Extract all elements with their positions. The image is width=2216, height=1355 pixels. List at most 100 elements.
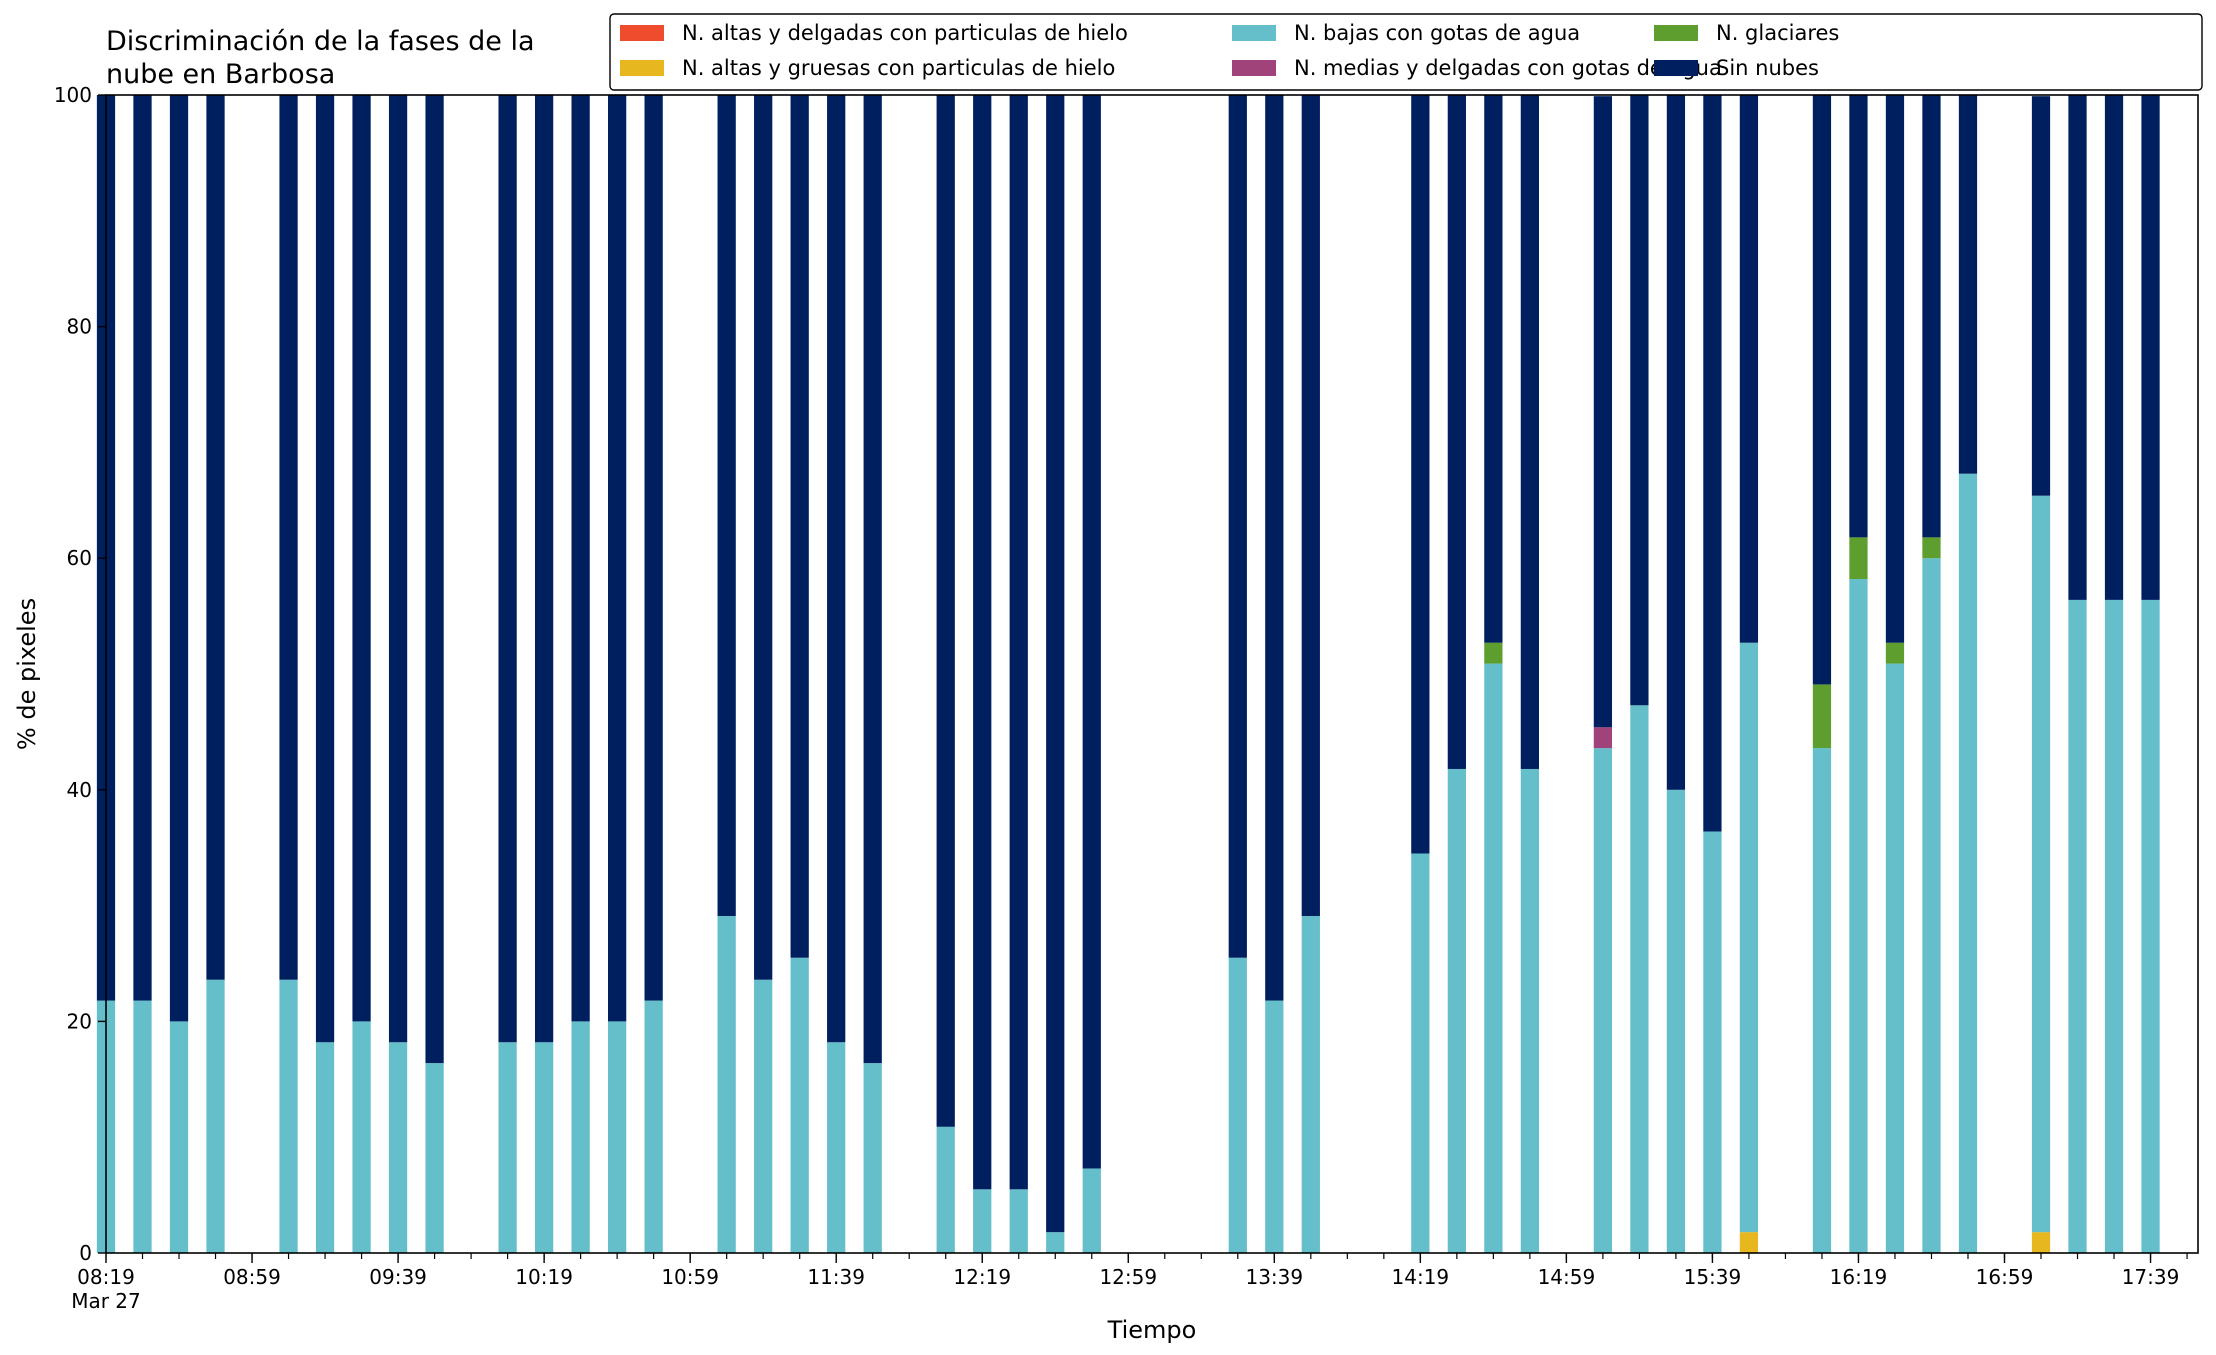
bar-segment-2-35 — [1739, 642, 1759, 1233]
x-tick-label: 14:19 — [1392, 1265, 1450, 1289]
x-tick-label: 14:59 — [1538, 1265, 1596, 1289]
bar-segment-2-2 — [169, 1021, 189, 1253]
y-tick-label: 40 — [67, 778, 92, 802]
legend-swatch — [1654, 60, 1698, 76]
legend-swatch — [620, 25, 664, 41]
bar-segment-5-36 — [1812, 95, 1832, 685]
x-tick-label: 09:39 — [369, 1265, 427, 1289]
bar-segment-2-25 — [1265, 1000, 1284, 1253]
bar-segment-2-1 — [133, 1000, 152, 1253]
bar-segment-2-9 — [498, 1042, 517, 1253]
y-axis-label: % de pixeles — [13, 598, 41, 750]
bar-segment-2-36 — [1812, 748, 1832, 1253]
bar-segment-5-25 — [1265, 95, 1284, 1001]
bar-segment-2-13 — [644, 1000, 663, 1253]
x-tick-label: 13:39 — [1245, 1265, 1303, 1289]
y-tick-label: 100 — [54, 83, 92, 107]
bar-segment-5-13 — [644, 95, 663, 1001]
bar-segment-5-26 — [1301, 95, 1320, 917]
legend-label: N. altas y delgadas con particulas de hi… — [682, 21, 1128, 45]
x-tick-label: 17:39 — [2122, 1265, 2180, 1289]
bar-segment-5-38 — [1885, 95, 1905, 643]
legend-box — [609, 13, 2203, 91]
legend-label: N. glaciares — [1716, 21, 1839, 45]
bar-segment-5-21 — [1009, 95, 1028, 1190]
bar-segment-3-31 — [1593, 727, 1613, 749]
legend-label: N. altas y gruesas con particulas de hie… — [682, 56, 1115, 80]
bar-segment-5-44 — [2141, 95, 2160, 600]
y-tick-label: 0 — [79, 1241, 92, 1265]
bar-segment-5-33 — [1666, 95, 1686, 790]
bar-segment-2-8 — [425, 1063, 444, 1253]
bar-segment-2-3 — [206, 979, 225, 1253]
bar-segment-2-30 — [1520, 768, 1539, 1253]
bar-segment-2-44 — [2141, 599, 2160, 1253]
bar-segment-2-40 — [1958, 473, 1978, 1253]
bar-segment-2-43 — [2104, 599, 2124, 1253]
y-tick-label: 80 — [67, 315, 92, 339]
bar-segment-5-20 — [973, 95, 992, 1190]
x-tick-label: 12:59 — [1099, 1265, 1157, 1289]
x-tick-label: 10:59 — [661, 1265, 719, 1289]
bar-segment-5-31 — [1593, 96, 1613, 728]
bar-segment-4-38 — [1885, 642, 1905, 664]
bar-segment-5-4 — [279, 95, 298, 980]
bars-layer — [96, 95, 2160, 1253]
chart-title-line-2: nube en Barbosa — [106, 59, 335, 90]
bar-segment-2-16 — [790, 957, 809, 1253]
chart-title-line-1: Discriminación de la fases de la — [106, 26, 535, 57]
bar-segment-4-39 — [1922, 537, 1941, 559]
bar-segment-2-33 — [1666, 789, 1686, 1253]
y-tick-label: 20 — [67, 1009, 92, 1033]
bar-segment-5-34 — [1703, 95, 1722, 832]
bar-segment-2-41 — [2031, 495, 2051, 1233]
bar-segment-2-7 — [388, 1042, 408, 1253]
bar-segment-1-35 — [1739, 1232, 1759, 1253]
bar-segment-5-23 — [1082, 95, 1101, 1169]
bar-segment-2-11 — [571, 1021, 590, 1253]
bar-segment-2-6 — [352, 1021, 371, 1253]
x-axis: 08:19 08:59 09:39 10:19 10:59 11:39 12:19 12:59… — [71, 1253, 2188, 1313]
bar-segment-5-39 — [1922, 95, 1941, 538]
bar-segment-5-12 — [608, 95, 627, 1022]
bar-segment-2-39 — [1922, 558, 1941, 1253]
bar-segment-2-27 — [1411, 853, 1430, 1253]
legend-swatch — [1654, 25, 1698, 41]
bar-segment-1-41 — [2031, 1232, 2051, 1253]
bar-segment-5-30 — [1520, 95, 1539, 769]
bar-segment-2-14 — [717, 916, 736, 1253]
bar-segment-2-19 — [936, 1126, 955, 1253]
x-tick-label: 16:59 — [1976, 1265, 2034, 1289]
bar-segment-5-1 — [133, 95, 152, 1001]
bar-segment-5-22 — [1046, 95, 1065, 1233]
bar-segment-2-26 — [1301, 916, 1320, 1253]
bar-segment-5-7 — [388, 95, 408, 1043]
legend-label: N. medias y delgadas con gotas de agua — [1294, 56, 1722, 80]
bar-segment-2-18 — [863, 1063, 882, 1253]
bar-segment-5-16 — [790, 95, 809, 958]
bar-segment-2-37 — [1849, 579, 1868, 1253]
legend: N. altas y delgadas con particulas de hi… — [609, 13, 2203, 91]
x-tick-label: 11:39 — [807, 1265, 865, 1289]
bar-segment-2-42 — [2068, 599, 2087, 1253]
bar-segment-2-31 — [1593, 748, 1613, 1253]
bar-segment-5-5 — [315, 95, 335, 1043]
bar-segment-2-12 — [608, 1021, 627, 1253]
bar-segment-4-36 — [1812, 684, 1832, 749]
bar-segment-5-27 — [1411, 95, 1430, 854]
bar-segment-2-28 — [1447, 768, 1466, 1253]
bar-segment-5-17 — [827, 95, 846, 1043]
bar-segment-2-20 — [973, 1189, 992, 1253]
y-axis: 0 20 40 60 80 100 — [54, 83, 106, 1265]
bar-segment-5-32 — [1630, 95, 1649, 706]
x-tick-label: 08:59 — [223, 1265, 281, 1289]
x-tick-label: 16:19 — [1830, 1265, 1888, 1289]
x-tick-label: 12:19 — [953, 1265, 1011, 1289]
bar-segment-2-4 — [279, 979, 298, 1253]
bar-segment-2-5 — [315, 1042, 335, 1253]
bar-segment-2-10 — [534, 1042, 554, 1253]
x-tick-label: 08:19 — [77, 1265, 135, 1289]
bar-segment-5-18 — [863, 95, 882, 1064]
bar-segment-5-28 — [1447, 95, 1466, 769]
